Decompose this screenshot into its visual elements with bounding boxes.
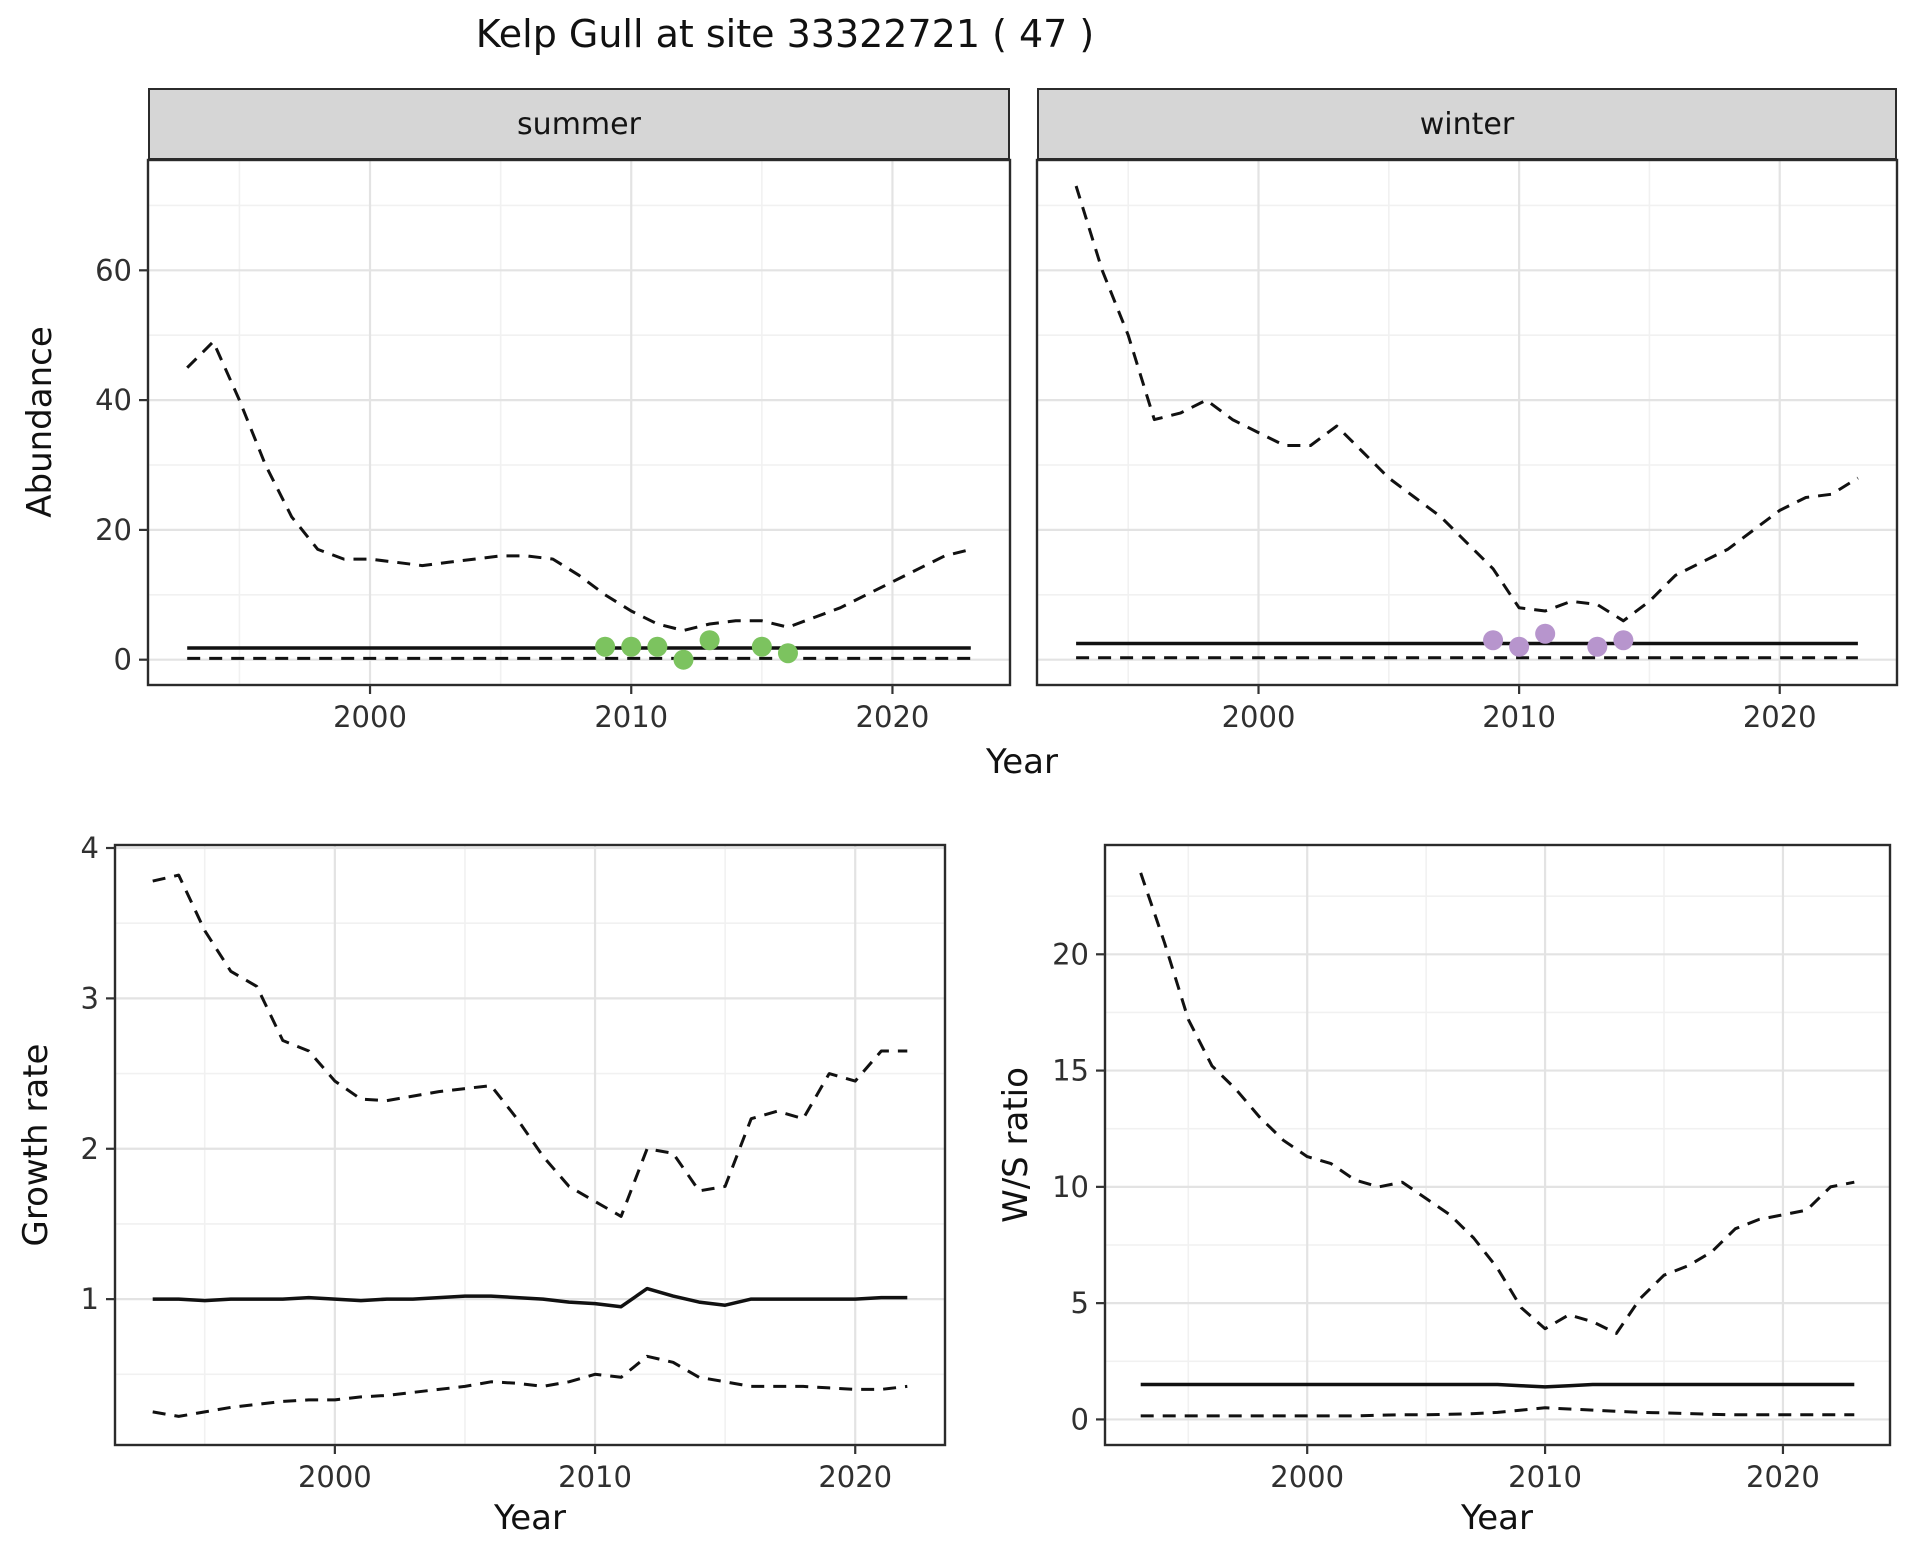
x-tick-label: 2000 [333,700,407,734]
abundance_summer-observation-point [777,643,798,664]
y-tick-label: 0 [1071,1402,1089,1436]
ws_ratio-lower_ci-line [1140,1406,1855,1418]
y-tick-label: 5 [1071,1286,1089,1320]
growth_rate-panel: 2000 2010 2020 1 2 3 4 [81,831,947,1494]
x-tick-label: 2020 [856,700,930,734]
abundance_summer-panel: 2000 2010 2020 0 20 40 60 [95,158,1012,734]
x-axis-title-year-growth: Year [494,1498,566,1538]
y-tick-label: 1 [81,1282,99,1316]
y-axis-title-ws-ratio: W/S ratio [996,1067,1036,1223]
x-tick-label: 2000 [1270,1460,1344,1494]
y-tick-label: 20 [95,513,132,547]
y-tick-label: 60 [95,253,132,287]
abundance_winter-observation-point [1535,623,1556,644]
y-tick-label: 15 [1052,1054,1089,1088]
ws_ratio-upper_ci-line [1139,872,1855,1335]
abundance_winter-upper_ci-line [1074,185,1859,623]
x-tick-label: 2020 [1746,1460,1820,1494]
facet-label-summer: summer [517,106,641,142]
ws_ratio-median-line [1140,1382,1855,1389]
abundance_winter-observation-point [1613,630,1634,651]
abundance_summer-upper_ci-line [186,340,972,632]
abundance_summer-observation-point [699,630,720,651]
abundance_summer-observation-point [673,649,694,670]
y-axis-title-abundance: Abundance [20,326,60,518]
x-tick-label: 2010 [558,1460,632,1494]
x-tick-label: 2020 [1743,700,1817,734]
abundance_summer-observation-point [751,636,772,657]
x-axis-title-year-top: Year [986,742,1058,782]
y-tick-label: 10 [1052,1170,1089,1204]
facet-label-winter: winter [1419,106,1515,142]
growth_rate-median-line [152,1286,908,1309]
facet-strip-winter: winter [1037,88,1897,160]
ws_ratio-panel: 2000 2010 2020 0 5 10 15 20 [1052,843,1892,1494]
y-tick-label: 20 [1052,937,1089,971]
growth_rate-lower_ci-line [152,1354,908,1418]
abundance_winter-panel: 2000 2010 2020 [1035,158,1899,734]
x-tick-label: 2000 [1222,700,1296,734]
y-tick-label: 3 [81,981,99,1015]
abundance_winter-observation-point [1509,636,1530,657]
y-tick-label: 40 [95,383,132,417]
x-tick-label: 2010 [1508,1460,1582,1494]
figure-title: Kelp Gull at site 33322721 ( 47 ) [475,12,1095,56]
x-axis-title-year-ws: Year [1461,1498,1533,1538]
x-tick-label: 2010 [594,700,668,734]
y-axis-title-growth-rate: Growth rate [16,1043,56,1247]
facet-strip-summer: summer [148,88,1010,160]
x-tick-label: 2000 [298,1460,372,1494]
x-tick-label: 2020 [818,1460,892,1494]
y-tick-label: 4 [81,831,99,865]
abundance_winter-observation-point [1483,630,1504,651]
y-tick-label: 0 [114,643,132,677]
abundance_summer-observation-point [647,636,668,657]
abundance_summer-observation-point [621,636,642,657]
abundance_winter-observation-point [1587,636,1608,657]
abundance_summer-observation-point [595,636,616,657]
x-tick-label: 2010 [1482,700,1556,734]
y-tick-label: 2 [81,1132,99,1166]
